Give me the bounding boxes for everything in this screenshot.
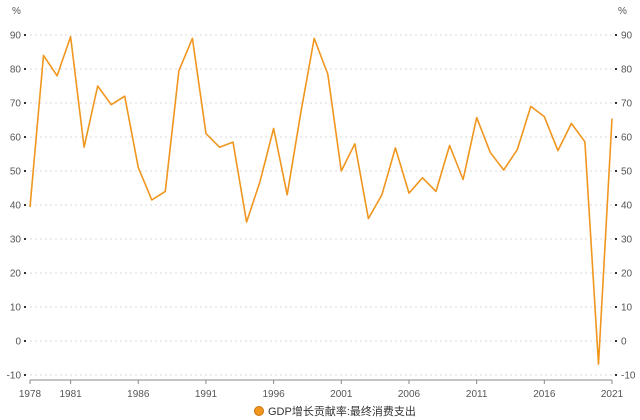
y-tick-label-left: 40 — [10, 201, 22, 212]
right-tick-mark — [615, 374, 617, 376]
y-tick-label-left: 70 — [10, 99, 22, 110]
gridlines — [30, 34, 612, 376]
y-tick-label-left: 0 — [15, 337, 21, 348]
x-axis: 1978 1981 1986 1991 1996 2001 2006 2011 2016 2021 — [19, 380, 624, 400]
y-tick-label-left: 30 — [10, 235, 22, 246]
left-tick-mark — [24, 102, 26, 104]
left-tick-mark — [24, 374, 26, 376]
left-tick-mark — [24, 340, 26, 342]
left-tick-mark — [24, 68, 26, 70]
y-tick-label-left: -10 — [7, 371, 22, 382]
legend-label: GDP增长贡献率:最终消费支出 — [268, 404, 416, 418]
right-tick-mark — [615, 272, 617, 274]
right-tick-mark — [615, 170, 617, 172]
y-tick-label-right: -10 — [621, 371, 636, 382]
left-axis-unit: % — [12, 6, 21, 17]
left-tick-mark — [24, 170, 26, 172]
right-tick-mark — [615, 68, 617, 70]
series-layer — [29, 35, 613, 365]
y-tick-label-right: 70 — [621, 99, 633, 110]
y-tick-label-left: 80 — [10, 65, 22, 76]
x-tick-label: 1986 — [127, 389, 150, 400]
y-tick-label-right: 0 — [621, 337, 627, 348]
y-tick-label-left: 10 — [10, 303, 22, 314]
x-tick-label: 1981 — [59, 389, 82, 400]
right-axis-unit: % — [618, 6, 627, 17]
right-tick-mark — [615, 340, 617, 342]
y-tick-label-right: 30 — [621, 235, 633, 246]
x-tick-label: 2021 — [601, 389, 624, 400]
series-line — [29, 35, 613, 365]
x-tick-label: 2006 — [398, 389, 421, 400]
y-tick-label-left: 20 — [10, 269, 22, 280]
right-tick-mark — [615, 102, 617, 104]
x-tick-label: 2001 — [330, 389, 353, 400]
left-axis: -10 0 10 20 30 40 50 60 70 80 90 — [7, 31, 26, 382]
x-tick-label: 1978 — [19, 389, 42, 400]
y-tick-label-right: 80 — [621, 65, 633, 76]
right-tick-mark — [615, 306, 617, 308]
y-tick-label-right: 10 — [621, 303, 633, 314]
y-tick-label-right: 50 — [621, 167, 633, 178]
x-tick-label: 1991 — [195, 389, 218, 400]
left-tick-mark — [24, 34, 26, 36]
x-tick-label: 1996 — [263, 389, 286, 400]
left-tick-mark — [24, 238, 26, 240]
left-tick-mark — [24, 306, 26, 308]
y-tick-label-right: 40 — [621, 201, 633, 212]
left-tick-mark — [24, 136, 26, 138]
y-tick-label-left: 90 — [10, 31, 22, 42]
right-tick-mark — [615, 238, 617, 240]
right-tick-mark — [615, 204, 617, 206]
left-tick-mark — [24, 272, 26, 274]
y-tick-label-right: 90 — [621, 31, 633, 42]
right-tick-mark — [615, 34, 617, 36]
x-tick-label: 2016 — [533, 389, 556, 400]
y-tick-label-right: 60 — [621, 133, 633, 144]
x-tick-label: 2011 — [466, 389, 488, 400]
legend-marker — [254, 406, 264, 416]
y-tick-label-right: 20 — [621, 269, 633, 280]
legend[interactable]: GDP增长贡献率:最终消费支出 — [254, 404, 416, 418]
y-tick-label-left: 50 — [10, 167, 22, 178]
right-tick-mark — [615, 136, 617, 138]
right-axis: -10 0 10 20 30 40 50 60 70 80 90 — [615, 31, 636, 382]
y-tick-label-left: 60 — [10, 133, 22, 144]
left-tick-mark — [24, 204, 26, 206]
